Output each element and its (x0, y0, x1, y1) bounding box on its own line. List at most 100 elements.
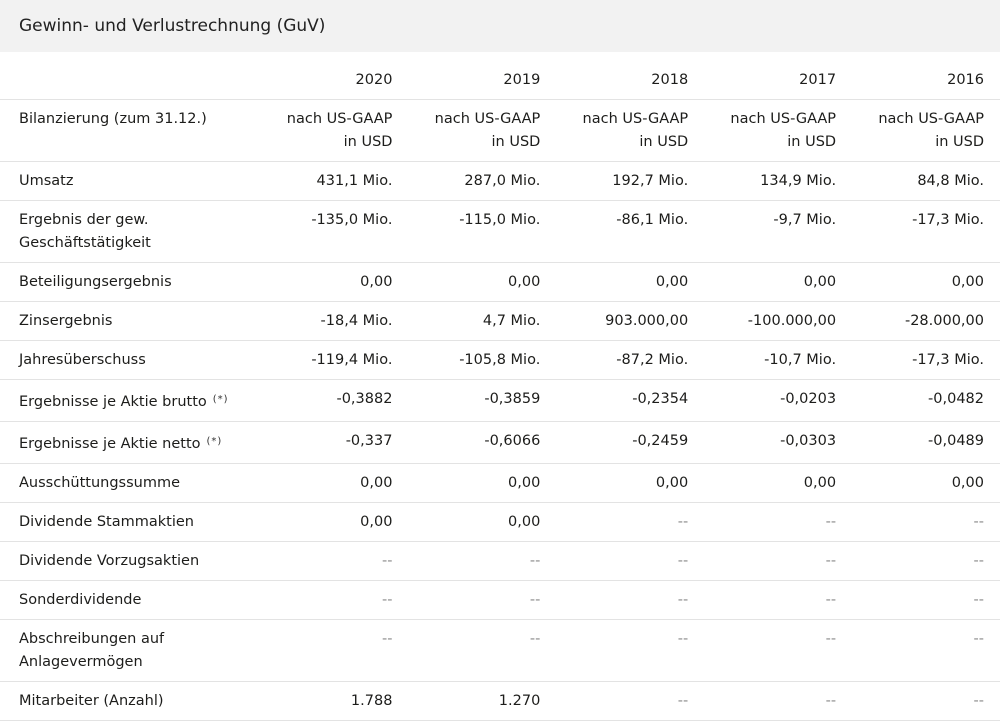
value-cell: -- (852, 619, 1000, 682)
value-cell: -- (704, 619, 853, 682)
value-cell: 0,00 (260, 463, 409, 503)
row-label-text: Ergebnisse je Aktie netto (19, 435, 201, 452)
row-label-text: Ausschüttungssumme (19, 474, 180, 491)
value-cell: -0,337 (260, 421, 409, 464)
value-cell: -- (556, 580, 705, 620)
row-label: Zinsergebnis (0, 301, 261, 341)
value-cell: 903.000,00 (556, 301, 705, 341)
value-cell: -- (704, 580, 853, 620)
row-label: Umsatz (0, 161, 261, 201)
value-cell: -- (408, 580, 557, 620)
value-cell: -- (260, 541, 409, 581)
row-label: Ergebnisse je Aktie brutto (*) (0, 379, 261, 422)
table-row: Ergebnisse je Aktie netto (*) -0,337 -0,606… (0, 421, 1000, 464)
value-cell: -135,0 Mio. (260, 200, 409, 263)
value-cell: 4,7 Mio. (408, 301, 557, 341)
value-cell: -0,3882 (260, 379, 409, 422)
row-label: Mitarbeiter (Anzahl) (0, 681, 261, 721)
value-cell: 0,00 (408, 262, 557, 302)
value-cell: -- (852, 502, 1000, 542)
value-cell: -- (852, 580, 1000, 620)
value-cell: -0,3859 (408, 379, 557, 422)
row-label-text: Sonderdividende (19, 591, 142, 608)
value-cell: -105,8 Mio. (408, 340, 557, 380)
header-label-cell (0, 52, 261, 100)
value-cell: 0,00 (852, 463, 1000, 503)
value-cell: -- (852, 681, 1000, 721)
value-cell: nach US-GAAP in USD (852, 99, 1000, 162)
value-cell: -0,0203 (704, 379, 853, 422)
table-row: Abschreibungen auf Anlagevermögen -- -- -- -… (0, 619, 1000, 682)
value-cell: 192,7 Mio. (556, 161, 705, 201)
value-cell: -- (704, 541, 853, 581)
value-cell: 1.788 (260, 681, 409, 721)
table-row: Dividende Stammaktien 0,00 0,00 -- -- -- (0, 502, 1000, 542)
value-cell: -- (852, 541, 1000, 581)
value-cell: 0,00 (704, 463, 853, 503)
row-label-text: Dividende Stammaktien (19, 513, 194, 530)
value-cell: nach US-GAAP in USD (556, 99, 705, 162)
value-cell: -87,2 Mio. (556, 340, 705, 380)
value-cell: 0,00 (704, 262, 853, 302)
header-row: 2020 2019 2018 2017 2016 (0, 52, 1000, 100)
row-label-text: Beteiligungsergebnis (19, 273, 172, 290)
row-label: Abschreibungen auf Anlagevermögen (0, 619, 261, 682)
value-cell: -- (260, 580, 409, 620)
column-header: 2018 (556, 52, 705, 100)
row-label-text: Zinsergebnis (19, 312, 113, 329)
table-row: Mitarbeiter (Anzahl) 1.788 1.270 -- -- -- (0, 681, 1000, 721)
value-cell: -- (556, 541, 705, 581)
row-label-text: Abschreibungen auf Anlagevermögen (19, 630, 165, 670)
table-row: Umsatz 431,1 Mio. 287,0 Mio. 192,7 Mio. 134,… (0, 161, 1000, 201)
value-cell: -0,0303 (704, 421, 853, 464)
row-label: Beteiligungsergebnis (0, 262, 261, 302)
value-cell: -- (260, 619, 409, 682)
value-cell: -0,2459 (556, 421, 705, 464)
row-label-text: Dividende Vorzugsaktien (19, 552, 200, 569)
panel-title: Gewinn- und Verlustrechnung (GuV) (19, 16, 326, 36)
value-cell: nach US-GAAP in USD (704, 99, 853, 162)
table-row: Zinsergebnis -18,4 Mio. 4,7 Mio. 903.000,00… (0, 301, 1000, 341)
value-cell: -17,3 Mio. (852, 200, 1000, 263)
value-cell: -0,6066 (408, 421, 557, 464)
row-label: Ergebnisse je Aktie netto (*) (0, 421, 261, 464)
value-cell: -17,3 Mio. (852, 340, 1000, 380)
value-cell: -- (408, 541, 557, 581)
value-cell: 134,9 Mio. (704, 161, 853, 201)
row-label-text: Ergebnisse je Aktie brutto (19, 393, 207, 410)
value-cell: 287,0 Mio. (408, 161, 557, 201)
value-cell: 0,00 (556, 262, 705, 302)
row-label-text: Bilanzierung (zum 31.12.) (19, 110, 207, 127)
row-label-text: Umsatz (19, 172, 74, 189)
value-cell: -0,2354 (556, 379, 705, 422)
value-cell: -- (408, 619, 557, 682)
value-cell: 0,00 (852, 262, 1000, 302)
value-cell: -18,4 Mio. (260, 301, 409, 341)
value-cell: -0,0482 (852, 379, 1000, 422)
row-label-text: Ergebnis der gew. Geschäftstätigkeit (19, 211, 151, 251)
row-label: Sonderdividende (0, 580, 261, 620)
table-row: Bilanzierung (zum 31.12.) nach US-GAAP in … (0, 99, 1000, 162)
value-cell: -100.000,00 (704, 301, 853, 341)
value-cell: -- (556, 681, 705, 721)
value-cell: 0,00 (260, 502, 409, 542)
value-cell: 0,00 (408, 502, 557, 542)
value-cell: 1.270 (408, 681, 557, 721)
income-statement-table: 2020 2019 2018 2017 2016 Bilanzierung (z… (0, 52, 1000, 721)
value-cell: 0,00 (408, 463, 557, 503)
row-label: Ausschüttungssumme (0, 463, 261, 503)
column-header: 2019 (408, 52, 557, 100)
row-label-text: Jahresüberschuss (19, 351, 146, 368)
value-cell: -86,1 Mio. (556, 200, 705, 263)
value-cell: -- (704, 681, 853, 721)
table-row: Jahresüberschuss -119,4 Mio. -105,8 Mio. -8… (0, 340, 1000, 380)
row-label: Bilanzierung (zum 31.12.) (0, 99, 261, 162)
value-cell: -119,4 Mio. (260, 340, 409, 380)
panel-header: Gewinn- und Verlustrechnung (GuV) (0, 0, 1000, 52)
value-cell: 0,00 (260, 262, 409, 302)
value-cell: -- (556, 619, 705, 682)
value-cell: -115,0 Mio. (408, 200, 557, 263)
value-cell: -- (556, 502, 705, 542)
footnote-marker: (*) (212, 393, 229, 405)
row-label: Dividende Vorzugsaktien (0, 541, 261, 581)
